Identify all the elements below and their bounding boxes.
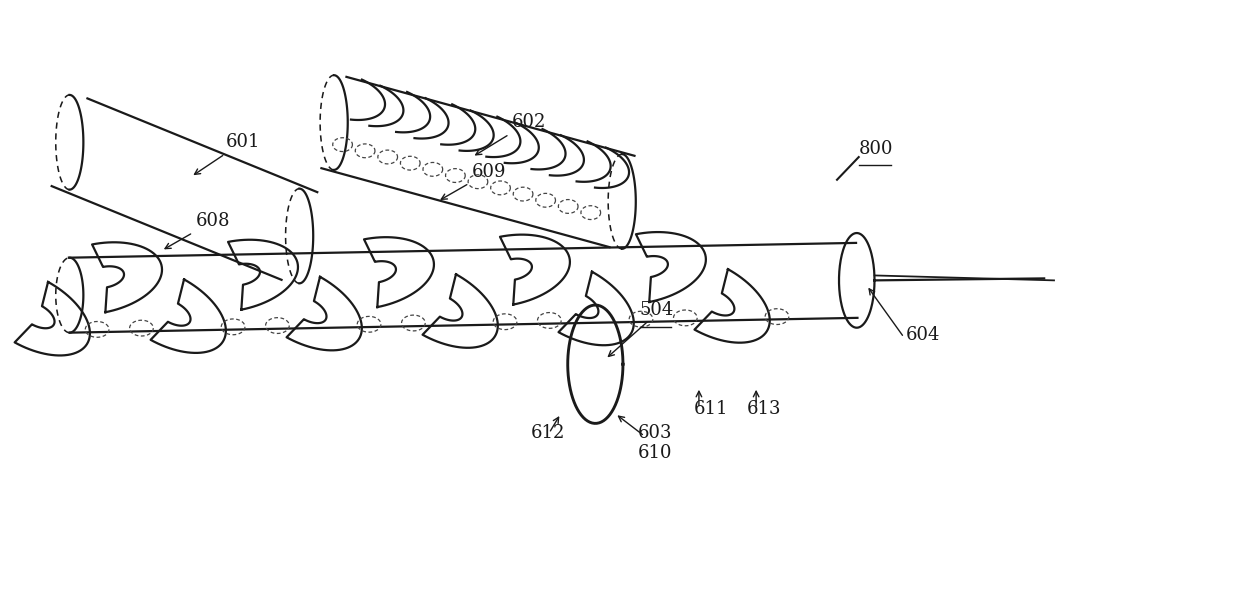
Text: 612: 612: [531, 424, 565, 442]
Text: 609: 609: [441, 163, 506, 199]
Text: 601: 601: [195, 133, 260, 175]
Text: 603: 603: [637, 424, 672, 442]
Text: 504: 504: [640, 301, 675, 319]
Text: 604: 604: [906, 325, 940, 344]
Text: 608: 608: [165, 212, 231, 248]
Text: 613: 613: [746, 400, 781, 418]
Text: 800: 800: [859, 140, 893, 158]
Text: 611: 611: [694, 400, 728, 418]
Text: 602: 602: [476, 114, 546, 155]
Text: 610: 610: [637, 444, 672, 462]
